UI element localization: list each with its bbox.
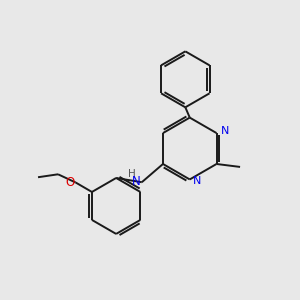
Text: O: O <box>65 176 74 189</box>
Text: H: H <box>128 169 135 179</box>
Text: N: N <box>220 126 229 136</box>
Text: N: N <box>193 176 202 186</box>
Text: N: N <box>132 175 140 188</box>
